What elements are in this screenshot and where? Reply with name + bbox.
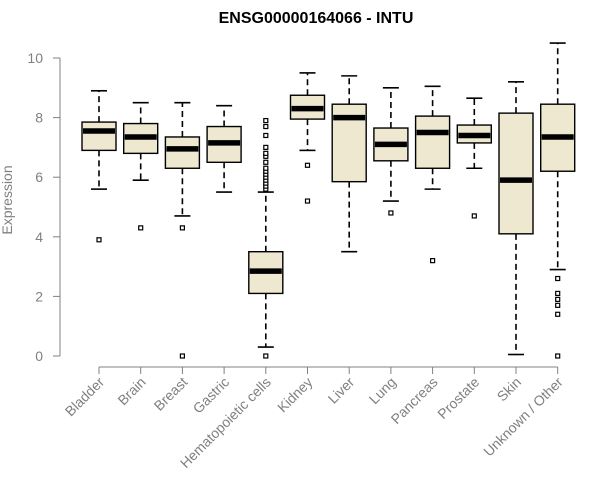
outlier-point [555,275,561,282]
x-tick-label: Lung [366,374,399,407]
box-unknown-other [540,42,576,359]
y-axis: 0 2 4 6 8 10 [27,50,61,364]
x-tick-label: Kidney [274,374,316,416]
outlier-point [555,302,561,308]
outlier-point [138,225,144,231]
outlier-point [263,132,269,139]
y-tick-label: 2 [35,288,43,304]
box-body [414,115,451,169]
box-liver [331,75,367,253]
box-brain [122,101,159,231]
y-tick-label: 10 [27,50,43,66]
box-skin [498,81,534,356]
outlier-point [388,210,394,216]
outlier-point [555,290,561,297]
x-tick-label: Liver [325,374,358,407]
outlier-point [263,165,269,171]
box-bladder [81,89,117,243]
box-body [81,121,117,152]
y-tick-label: 6 [35,169,43,185]
y-axis-label: Expression [0,165,15,234]
y-tick-label: 4 [35,229,43,245]
box-hematopoietic-cells [248,117,284,359]
outlier-point [555,353,561,359]
outlier-point [471,213,477,219]
outlier-point [263,117,269,124]
outlier-point [555,296,561,302]
outlier-point [430,258,436,264]
box-lung [373,87,409,216]
box-body [164,136,201,169]
outlier-point [304,162,311,168]
y-tick-label: 0 [35,348,43,364]
outlier-point [96,237,102,243]
y-tick-label: 8 [35,110,43,126]
outlier-point [179,353,185,359]
boxes-group [81,42,576,359]
outlier-point [263,150,269,156]
outlier-point [263,123,269,130]
box-body [498,112,534,235]
x-tick-label: Skin [494,374,525,405]
box-pancreas [414,85,451,264]
outlier-point [263,144,269,150]
chart-title: ENSG00000164066 - INTU [219,10,414,27]
outlier-point [179,225,185,231]
outlier-point [555,311,561,317]
x-tick-label: Prostate [434,374,482,422]
x-tick-label: Brain [114,374,148,408]
box-gastric [206,104,242,193]
box-kidney [289,72,326,204]
box-breast [164,101,201,359]
outlier-point [304,198,311,204]
x-tick-label: Breast [151,374,191,414]
outlier-point [263,353,269,359]
x-tick-label: Bladder [62,374,108,420]
box-prostate [456,97,492,219]
outlier-point [263,159,269,165]
x-tick-label: Unknown / Other [480,374,566,460]
